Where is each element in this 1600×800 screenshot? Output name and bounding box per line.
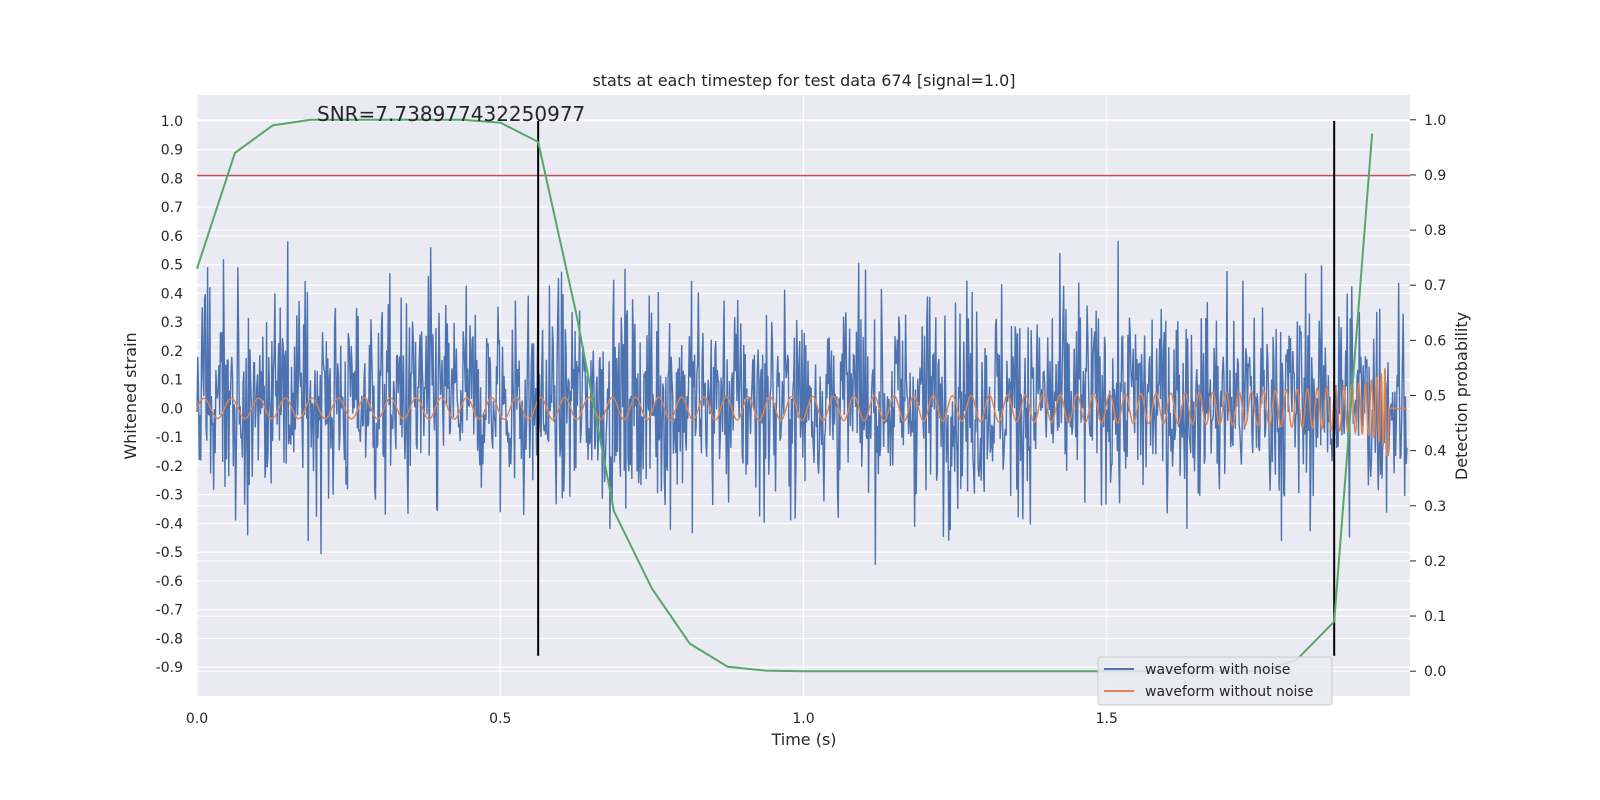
legend-label-clean: waveform without noise [1145, 684, 1313, 700]
y-tick-label-left: 0.4 [161, 286, 183, 302]
y-tick-label-right: 0.8 [1424, 223, 1446, 239]
y-tick-label-left: -0.1 [156, 430, 183, 446]
y-tick-label-left: -0.2 [156, 459, 183, 475]
legend-box [1097, 656, 1333, 706]
y-tick-label-right: 0.9 [1424, 168, 1446, 184]
y-tick-label-left: 0.1 [161, 373, 183, 389]
y-tick-label-left: 0.6 [161, 229, 183, 245]
y-tick-label-left: 0.0 [161, 401, 183, 417]
y-tick-label-right: 0.6 [1424, 333, 1446, 349]
chart-title: stats at each timestep for test data 674… [592, 71, 1015, 90]
y-tick-label-left: -0.4 [156, 516, 183, 532]
series-waveform-with-noise [196, 240, 1408, 565]
reference-lines [197, 120, 1410, 656]
y-tick-label-left: 0.7 [161, 200, 183, 216]
y-tick-label-left: -0.6 [156, 574, 183, 590]
series-waveform-without-noise [196, 368, 1407, 457]
y-tick-label-right: 0.7 [1424, 278, 1446, 294]
y-tick-label-right: 0.4 [1424, 444, 1446, 460]
y-tick-label-left: 0.8 [161, 171, 183, 187]
y-tick-label-left: -0.7 [156, 603, 183, 619]
y-tick-label-right: 1.0 [1424, 113, 1446, 129]
y-tick-label-left: 0.9 [161, 143, 183, 159]
y-tick-label-left: 0.3 [161, 315, 183, 331]
y-tick-label-right: 0.3 [1424, 499, 1446, 515]
x-axis-ticks: 0.0 0.5 1.0 1.5 [186, 711, 1118, 727]
snr-annotation: SNR=7.738977432250977 [317, 102, 585, 126]
x-tick-label: 1.0 [792, 711, 814, 727]
series-line-with-noise [196, 240, 1408, 565]
y-tick-label-left: -0.9 [156, 660, 183, 676]
legend-label-noise: waveform with noise [1145, 662, 1290, 678]
y-tick-label-left: 1.0 [161, 114, 183, 130]
y-tick-label-right: 0.5 [1424, 389, 1446, 405]
y-tick-label-left: 0.5 [161, 258, 183, 274]
y-tick-label-right: 0.1 [1424, 609, 1446, 625]
x-tick-label: 1.5 [1096, 711, 1118, 727]
legend: waveform with noise waveform without noi… [1097, 656, 1333, 706]
y-tick-label-left: -0.5 [156, 545, 183, 561]
y-axis-left-label: Whitened strain [121, 332, 140, 459]
y-axis-right-label: Detection probability [1452, 312, 1471, 480]
y-tick-label-left: 0.2 [161, 344, 183, 360]
x-tick-label: 0.5 [489, 711, 511, 727]
x-axis-label: Time (s) [770, 730, 836, 749]
y-tick-label-left: -0.3 [156, 488, 183, 504]
series-line-without-noise [196, 368, 1407, 457]
y-axis-left-ticks: -0.9 -0.8 -0.7 -0.6 -0.5 -0.4 -0.3 -0.2 -0.1 0.0 0… [156, 114, 183, 676]
y-tick-label-right: 0.2 [1424, 554, 1446, 570]
x-tick-label: 0.0 [186, 711, 208, 727]
y-tick-label-left: -0.8 [156, 631, 183, 647]
y-tick-label-right: 0.0 [1424, 664, 1446, 680]
y-axis-right-ticks: 0.0 0.1 0.2 0.3 0.4 0.5 0.6 0.7 0.8 0.9 1.0 [1410, 113, 1446, 680]
